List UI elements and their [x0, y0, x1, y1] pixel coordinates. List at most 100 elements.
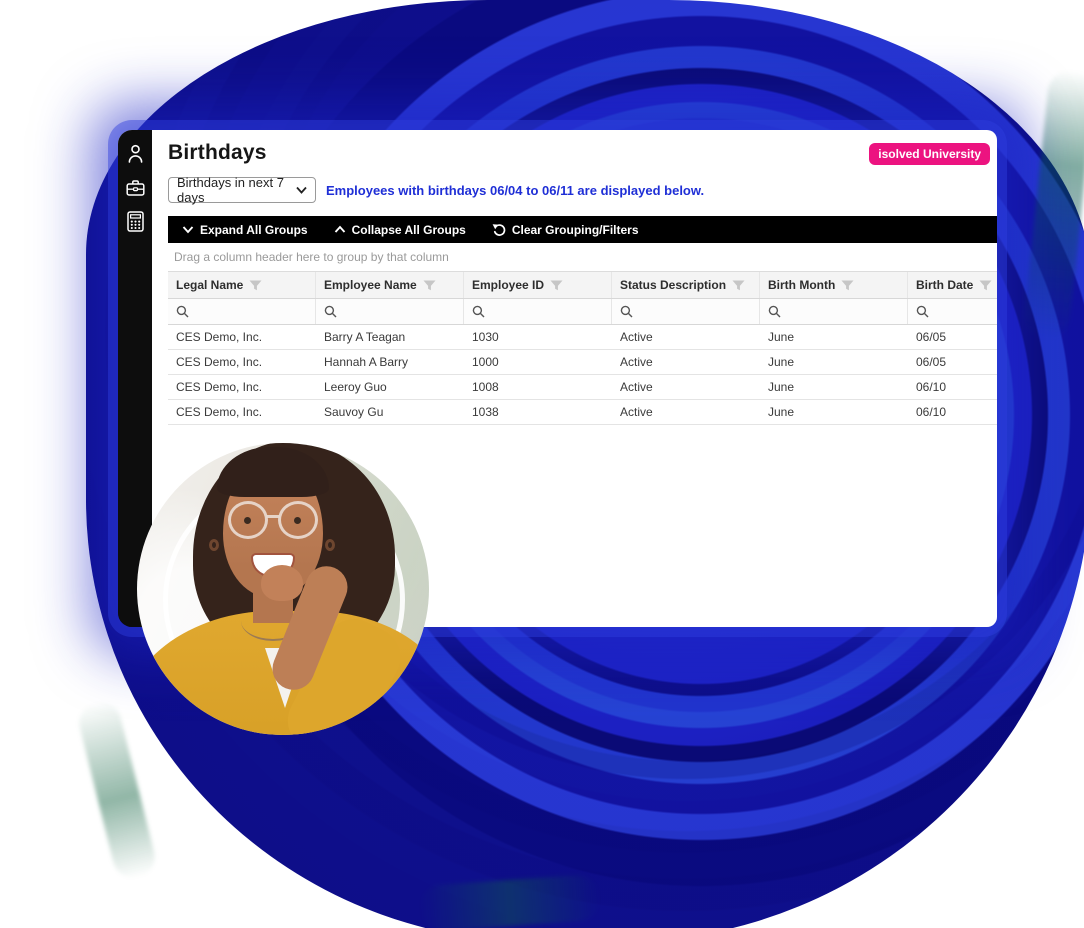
filter-cell-employee-name — [316, 299, 464, 324]
filter-funnel-icon[interactable] — [979, 280, 992, 291]
cell-birth-date: 06/10 — [916, 405, 947, 419]
cell-birth-month: June — [768, 355, 795, 369]
page-title: Birthdays — [168, 141, 267, 164]
person-icon — [126, 143, 145, 164]
portrait-glasses — [278, 501, 318, 539]
column-header-label: Birth Date — [916, 278, 974, 292]
cell-employee-id: 1008 — [472, 380, 499, 394]
column-header-label: Legal Name — [176, 278, 244, 292]
search-icon — [916, 305, 929, 318]
birth-date-filter-input[interactable] — [935, 304, 989, 319]
column-header-status-description[interactable]: Status Description — [612, 272, 760, 298]
briefcase-icon — [125, 179, 145, 196]
clear-grouping-filters-label: Clear Grouping/Filters — [511, 222, 639, 237]
card-header: Birthdays isolved University — [152, 130, 997, 165]
portrait-hand — [261, 565, 303, 601]
undo-icon — [492, 223, 506, 236]
cell-employee-name: Hannah A Barry — [324, 355, 409, 369]
portrait-earring — [209, 539, 219, 551]
grid-toolbar: Expand All Groups Collapse All Groups — [168, 216, 997, 243]
cell-legal-name: CES Demo, Inc. — [176, 380, 263, 394]
grid-filter-row — [168, 299, 997, 325]
cell-status-description: Active — [620, 355, 653, 369]
column-header-birth-date[interactable]: Birth Date — [908, 272, 997, 298]
filter-cell-employee-id — [464, 299, 612, 324]
cell-status-description: Active — [620, 405, 653, 419]
search-icon — [620, 305, 633, 318]
collapse-all-groups-label: Collapse All Groups — [351, 222, 466, 237]
clear-grouping-filters-button[interactable]: Clear Grouping/Filters — [492, 223, 639, 237]
filter-cell-legal-name — [168, 299, 316, 324]
birthdays-grid: Legal Name Employee Name Employee ID — [168, 272, 997, 425]
collapse-all-groups-button[interactable]: Collapse All Groups — [334, 223, 466, 237]
table-row[interactable]: CES Demo, Inc. Hannah A Barry 1000 Activ… — [168, 350, 997, 375]
cell-employee-id: 1030 — [472, 330, 499, 344]
portrait-glasses — [228, 501, 268, 539]
cell-status-description: Active — [620, 380, 653, 394]
cell-legal-name: CES Demo, Inc. — [176, 330, 263, 344]
sidebar-item-person[interactable] — [124, 142, 146, 164]
chevron-up-icon — [334, 225, 346, 234]
group-by-drop-zone[interactable]: Drag a column header here to group by th… — [168, 243, 997, 272]
column-header-label: Employee Name — [324, 278, 417, 292]
cell-employee-id: 1000 — [472, 355, 499, 369]
filter-funnel-icon[interactable] — [550, 280, 563, 291]
table-row[interactable]: CES Demo, Inc. Leeroy Guo 1008 Active Ju… — [168, 375, 997, 400]
filter-funnel-icon[interactable] — [841, 280, 854, 291]
controls-row: Birthdays in next 7 days Employees with … — [152, 165, 997, 205]
cell-legal-name: CES Demo, Inc. — [176, 355, 263, 369]
cell-birth-date: 06/05 — [916, 355, 947, 369]
filter-funnel-icon[interactable] — [423, 280, 436, 291]
column-header-employee-name[interactable]: Employee Name — [316, 272, 464, 298]
sidebar-item-briefcase[interactable] — [124, 176, 146, 198]
cell-birth-date: 06/10 — [916, 380, 947, 394]
employee-id-filter-input[interactable] — [491, 304, 603, 319]
filter-funnel-icon[interactable] — [249, 280, 262, 291]
sidebar-item-calculator[interactable] — [124, 210, 146, 232]
employee-name-filter-input[interactable] — [343, 304, 455, 319]
cell-birth-date: 06/05 — [916, 330, 947, 344]
cell-employee-name: Barry A Teagan — [324, 330, 406, 344]
birthday-range-select-value: Birthdays in next 7 days — [177, 175, 284, 205]
cell-birth-month: June — [768, 405, 795, 419]
cell-employee-name: Leeroy Guo — [324, 380, 387, 394]
cell-birth-month: June — [768, 380, 795, 394]
grid-header-row: Legal Name Employee Name Employee ID — [168, 272, 997, 299]
chevron-down-icon — [296, 186, 307, 194]
cell-status-description: Active — [620, 330, 653, 344]
filter-funnel-icon[interactable] — [732, 280, 745, 291]
birth-month-filter-input[interactable] — [787, 304, 899, 319]
table-row[interactable]: CES Demo, Inc. Barry A Teagan 1030 Activ… — [168, 325, 997, 350]
expand-all-groups-button[interactable]: Expand All Groups — [182, 223, 308, 237]
cell-employee-id: 1038 — [472, 405, 499, 419]
search-icon — [324, 305, 337, 318]
search-icon — [768, 305, 781, 318]
filter-cell-status-description — [612, 299, 760, 324]
isolved-university-badge[interactable]: isolved University — [869, 143, 990, 165]
filter-cell-birth-month — [760, 299, 908, 324]
legal-name-filter-input[interactable] — [195, 304, 307, 319]
portrait-glasses-bridge — [266, 515, 280, 518]
portrait-earring — [325, 539, 335, 551]
cell-employee-name: Sauvoy Gu — [324, 405, 384, 419]
column-header-employee-id[interactable]: Employee ID — [464, 272, 612, 298]
filter-cell-birth-date — [908, 299, 997, 324]
search-icon — [176, 305, 189, 318]
column-header-label: Status Description — [620, 278, 727, 292]
portrait-necklace — [241, 601, 305, 641]
chevron-down-icon — [182, 225, 194, 234]
calculator-icon — [126, 210, 144, 232]
birthday-range-select[interactable]: Birthdays in next 7 days — [168, 175, 316, 205]
column-header-label: Birth Month — [768, 278, 836, 292]
table-row[interactable]: CES Demo, Inc. Sauvoy Gu 1038 Active Jun… — [168, 400, 997, 425]
employee-portrait-photo — [137, 443, 429, 735]
column-header-legal-name[interactable]: Legal Name — [168, 272, 316, 298]
search-icon — [472, 305, 485, 318]
column-header-birth-month[interactable]: Birth Month — [760, 272, 908, 298]
expand-all-groups-label: Expand All Groups — [200, 222, 308, 237]
birthday-range-message: Employees with birthdays 06/04 to 06/11 … — [326, 182, 705, 198]
status-description-filter-input[interactable] — [639, 304, 751, 319]
column-header-label: Employee ID — [472, 278, 545, 292]
cell-legal-name: CES Demo, Inc. — [176, 405, 263, 419]
